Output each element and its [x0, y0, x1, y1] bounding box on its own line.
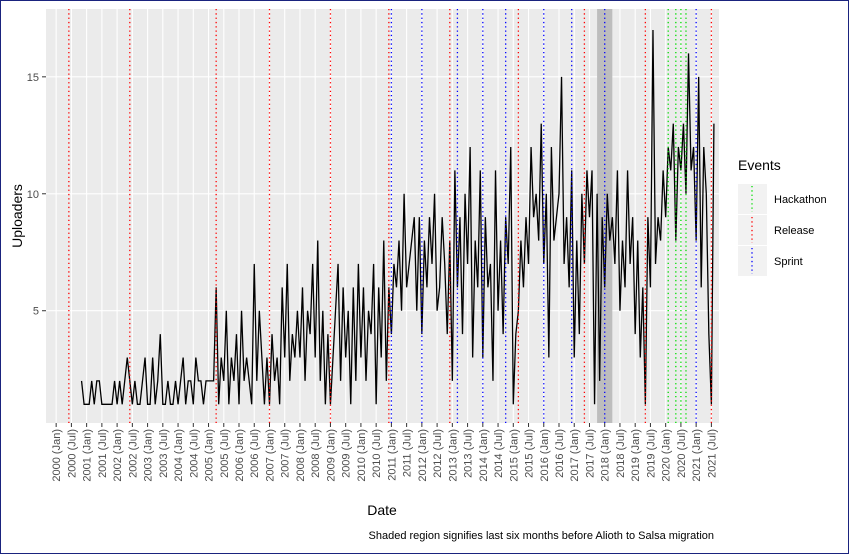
x-tick-label: 2002 (Jul) — [127, 429, 139, 478]
x-tick-label: 2013 (Jul) — [463, 429, 475, 478]
y-tick-label: 5 — [33, 306, 39, 318]
y-axis-label: Uploaders — [9, 184, 25, 248]
x-tick-label: 2016 (Jul) — [554, 429, 566, 478]
x-tick-label: 2016 (Jan) — [539, 429, 551, 482]
x-tick-label: 2007 (Jul) — [280, 429, 292, 478]
x-tick-label: 2000 (Jan) — [51, 429, 63, 482]
x-tick-label: 2017 (Jan) — [569, 429, 581, 482]
x-tick-label: 2011 (Jan) — [386, 429, 398, 481]
x-axis-label: Date — [367, 502, 397, 518]
x-tick-label: 2009 (Jul) — [341, 429, 353, 478]
x-tick-label: 2013 (Jan) — [447, 429, 459, 482]
x-tick-label: 2001 (Jan) — [82, 429, 94, 482]
x-tick-label: 2005 (Jul) — [219, 429, 231, 478]
x-tick-label: 2007 (Jan) — [264, 429, 276, 482]
legend-label: Sprint — [774, 256, 803, 268]
x-tick-label: 2014 (Jan) — [478, 429, 490, 482]
x-tick-label: 2000 (Jul) — [66, 429, 78, 478]
x-tick-label: 2003 (Jan) — [143, 429, 155, 482]
legend-label: Release — [774, 225, 814, 237]
x-tick-label: 2008 (Jan) — [295, 429, 307, 482]
x-tick-label: 2001 (Jul) — [97, 429, 109, 478]
x-tick-label: 2014 (Jul) — [493, 429, 505, 478]
x-tick-label: 2018 (Jul) — [615, 429, 627, 478]
x-tick-label: 2008 (Jul) — [310, 429, 322, 478]
x-tick-label: 2011 (Jul) — [402, 429, 414, 477]
x-tick-label: 2018 (Jan) — [600, 429, 612, 482]
x-tick-label: 2012 (Jan) — [417, 429, 429, 482]
x-tick-label: 2020 (Jul) — [676, 429, 688, 478]
x-tick-label: 2019 (Jan) — [630, 429, 642, 482]
x-tick-label: 2015 (Jan) — [508, 429, 520, 482]
caption: Shaded region signifies last six months … — [369, 530, 714, 542]
x-tick-label: 2002 (Jan) — [112, 429, 124, 482]
data-line — [80, 30, 715, 405]
x-tick-label: 2017 (Jul) — [584, 429, 596, 478]
x-tick-label: 2009 (Jan) — [325, 429, 337, 482]
x-tick-label: 2004 (Jan) — [173, 429, 185, 482]
x-tick-label: 2020 (Jan) — [661, 429, 673, 482]
x-tick-label: 2015 (Jul) — [524, 429, 536, 478]
x-tick-label: 2005 (Jan) — [204, 429, 216, 482]
x-tick-label: 2004 (Jul) — [188, 429, 200, 478]
y-tick-label: 10 — [27, 189, 39, 201]
x-tick-label: 2012 (Jul) — [432, 429, 444, 478]
x-tick-label: 2006 (Jul) — [249, 429, 261, 478]
x-tick-label: 2006 (Jan) — [234, 429, 246, 482]
x-tick-label: 2010 (Jan) — [356, 429, 368, 482]
legend-title: Events — [738, 157, 781, 173]
x-tick-label: 2021 (Jul) — [706, 429, 718, 478]
x-tick-label: 2021 (Jan) — [691, 429, 703, 482]
legend-label: Hackathon — [774, 194, 827, 206]
y-tick-label: 15 — [27, 72, 39, 84]
x-tick-label: 2003 (Jul) — [158, 429, 170, 478]
x-tick-label: 2019 (Jul) — [645, 429, 657, 478]
x-tick-label: 2010 (Jul) — [371, 429, 383, 478]
